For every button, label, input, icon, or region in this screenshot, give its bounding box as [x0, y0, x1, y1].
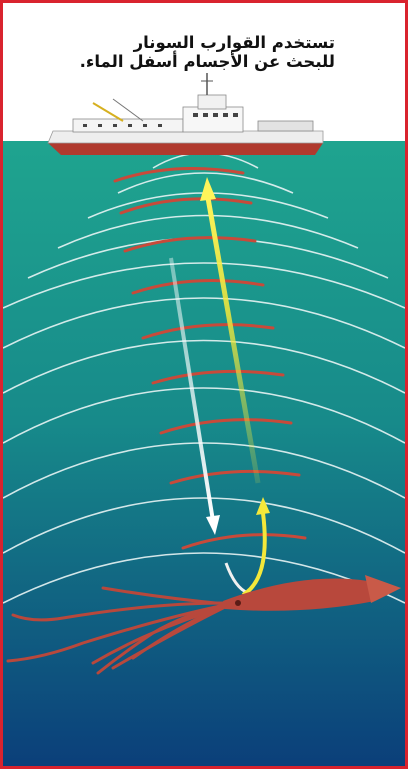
caption-line-1: تستخدم القوارب السونار	[133, 33, 335, 52]
caption-line-2: للبحث عن الأجسام أسفل الماء.	[79, 52, 335, 71]
returning-echo-arrow	[200, 177, 270, 597]
sonar-wave-rings	[3, 152, 405, 604]
sonar-scene	[3, 73, 405, 766]
diagram-caption: تستخدم القوارب السونار للبحث عن الأجسام …	[35, 33, 335, 71]
squid-icon	[6, 575, 401, 675]
ship-icon	[47, 73, 324, 155]
sonar-pulse-arcs	[113, 167, 307, 550]
